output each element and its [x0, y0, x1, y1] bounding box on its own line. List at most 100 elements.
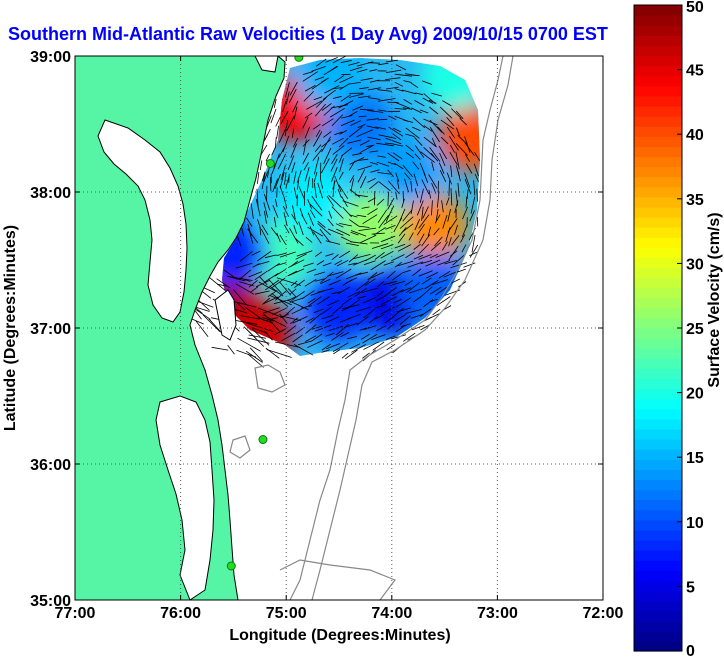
velocity-vector	[357, 165, 373, 171]
velocity-vector	[465, 196, 468, 208]
velocity-vector	[289, 297, 305, 303]
velocity-vector	[360, 176, 367, 189]
velocity-vector	[384, 316, 394, 324]
velocity-vector	[429, 147, 441, 162]
velocity-vector	[428, 174, 438, 189]
velocity-vector	[232, 288, 248, 306]
velocity-vector	[405, 133, 415, 137]
velocity-vector	[419, 308, 432, 317]
velocity-vector	[367, 177, 376, 183]
colorbar-segment	[634, 539, 682, 551]
velocity-vector	[421, 234, 431, 247]
velocity-vector	[271, 146, 276, 156]
velocity-vector	[274, 268, 287, 277]
velocity-vector	[394, 298, 402, 304]
velocity-vector	[298, 221, 304, 236]
colorbar-segment	[634, 358, 682, 369]
colorbar-segment	[634, 529, 682, 541]
velocity-vector	[419, 286, 433, 299]
velocity-vector	[368, 271, 384, 280]
colorbar-segment	[634, 136, 682, 147]
velocity-vector	[296, 180, 300, 190]
velocity-vector	[275, 137, 277, 148]
velocity-vector	[291, 213, 299, 225]
velocity-vector	[394, 243, 406, 249]
velocity-vector	[313, 231, 322, 244]
velocity-vector	[419, 188, 424, 203]
velocity-vector	[326, 195, 335, 207]
velocity-vector	[460, 234, 466, 243]
velocity-vector	[303, 139, 307, 156]
velocity-vector	[317, 287, 334, 293]
velocity-vector	[371, 334, 386, 340]
velocity-vector	[438, 145, 448, 160]
velocity-vector	[250, 203, 254, 219]
velocity-vector	[380, 244, 394, 250]
velocity-vector	[313, 96, 323, 101]
velocity-vector	[374, 304, 386, 309]
velocity-vector	[279, 185, 286, 200]
velocity-vector	[262, 307, 280, 314]
velocity-vector	[278, 144, 287, 159]
velocity-vector	[331, 114, 344, 127]
colorbar-segment	[634, 15, 682, 26]
velocity-vector	[293, 187, 297, 199]
velocity-vector	[295, 253, 307, 260]
velocity-vector	[228, 276, 253, 281]
velocity-vector	[375, 295, 386, 302]
velocity-vector	[407, 261, 424, 268]
velocity-vector	[270, 177, 272, 192]
velocity-vector	[437, 260, 451, 266]
colorbar-segment	[634, 398, 682, 410]
velocity-vector	[403, 99, 413, 105]
velocity-vector	[328, 195, 342, 208]
velocity-vector	[336, 259, 349, 267]
velocity-vector	[393, 217, 403, 233]
velocity-vector	[311, 66, 326, 72]
velocity-vector	[325, 332, 335, 337]
velocity-vector	[422, 206, 429, 219]
velocity-vector	[285, 176, 290, 189]
colorbar-tick-label: 5	[686, 579, 695, 596]
velocity-vector	[359, 87, 369, 90]
velocity-vector	[387, 197, 395, 210]
velocity-vector	[291, 162, 296, 173]
colorbar-tick-label: 25	[686, 321, 704, 338]
velocity-vector	[440, 119, 454, 130]
velocity-vector	[248, 271, 263, 278]
velocity-vector	[448, 237, 452, 247]
velocity-vector	[377, 290, 385, 297]
velocity-vector	[261, 172, 266, 190]
velocity-vector	[377, 118, 388, 121]
colorbar-tick-label: 35	[686, 192, 704, 209]
velocity-vector	[338, 100, 354, 109]
velocity-vector	[208, 318, 222, 334]
velocity-vector	[395, 325, 406, 333]
velocity-blob	[246, 219, 315, 288]
velocity-vector	[279, 234, 287, 245]
velocity-vector	[314, 103, 327, 117]
velocity-vector	[296, 170, 302, 184]
velocity-vector	[388, 180, 400, 195]
velocity-vector	[441, 241, 448, 251]
velocity-vector	[402, 269, 411, 274]
velocity-vector	[375, 126, 386, 130]
velocity-vector	[436, 296, 451, 307]
velocity-vector	[256, 188, 259, 199]
velocity-vector	[380, 235, 396, 243]
velocity-vector	[338, 250, 351, 259]
velocity-vector	[276, 187, 278, 198]
velocity-vector	[394, 88, 404, 92]
velocity-vector	[439, 106, 453, 119]
velocity-vector	[419, 109, 429, 114]
velocity-vector	[410, 313, 424, 319]
velocity-vector	[358, 115, 367, 118]
velocity-vector	[327, 300, 340, 306]
velocity-vector	[335, 268, 352, 279]
bathymetry-contours	[229, 56, 514, 600]
colorbar-segment	[634, 55, 682, 67]
velocity-vector	[322, 89, 336, 100]
velocity-vector	[390, 334, 407, 340]
velocity-vector	[312, 123, 321, 130]
velocity-vector	[366, 118, 379, 121]
